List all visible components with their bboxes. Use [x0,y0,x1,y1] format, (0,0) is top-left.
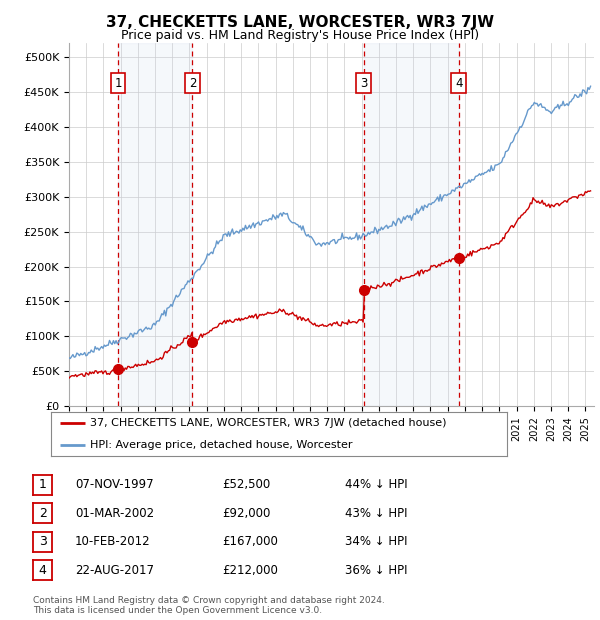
Text: 10-FEB-2012: 10-FEB-2012 [75,536,151,548]
Bar [364,43,459,406]
Text: 3: 3 [360,77,367,90]
Text: £92,000: £92,000 [222,507,271,520]
Text: 1: 1 [38,479,47,491]
Text: 37, CHECKETTS LANE, WORCESTER, WR3 7JW: 37, CHECKETTS LANE, WORCESTER, WR3 7JW [106,16,494,30]
Text: 22-AUG-2017: 22-AUG-2017 [75,564,154,577]
Text: 01-MAR-2002: 01-MAR-2002 [75,507,154,520]
Text: 44% ↓ HPI: 44% ↓ HPI [345,479,407,491]
Text: Contains HM Land Registry data © Crown copyright and database right 2024.
This d: Contains HM Land Registry data © Crown c… [33,596,385,615]
Text: 2: 2 [38,507,47,520]
Text: 4: 4 [38,564,47,577]
Text: Price paid vs. HM Land Registry's House Price Index (HPI): Price paid vs. HM Land Registry's House … [121,29,479,42]
Text: 2: 2 [188,77,196,90]
Text: 1: 1 [115,77,122,90]
Text: 36% ↓ HPI: 36% ↓ HPI [345,564,407,577]
Text: 34% ↓ HPI: 34% ↓ HPI [345,536,407,548]
Text: 43% ↓ HPI: 43% ↓ HPI [345,507,407,520]
Text: HPI: Average price, detached house, Worcester: HPI: Average price, detached house, Worc… [90,440,352,450]
Text: £167,000: £167,000 [222,536,278,548]
Text: 4: 4 [455,77,463,90]
Text: £52,500: £52,500 [222,479,270,491]
Text: 3: 3 [38,536,47,548]
Bar [118,43,193,406]
Text: £212,000: £212,000 [222,564,278,577]
Text: 07-NOV-1997: 07-NOV-1997 [75,479,154,491]
Text: 37, CHECKETTS LANE, WORCESTER, WR3 7JW (detached house): 37, CHECKETTS LANE, WORCESTER, WR3 7JW (… [90,418,446,428]
